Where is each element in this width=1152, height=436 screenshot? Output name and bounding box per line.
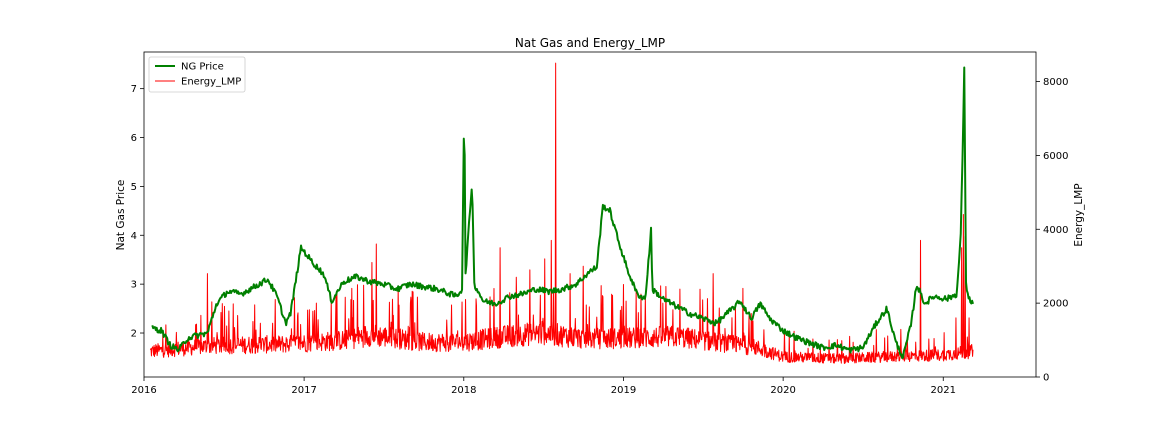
chart-title: Nat Gas and Energy_LMP	[515, 36, 665, 50]
x-tick-label: 2016	[131, 385, 156, 396]
x-tick-label: 2020	[770, 385, 795, 396]
y-right-tick-label: 4000	[1043, 225, 1068, 236]
y-axis-left-label: Nat Gas Price	[115, 180, 127, 251]
y-left-tick-label: 5	[131, 182, 137, 193]
plot-area	[149, 62, 974, 364]
series-line-energy-lmp	[149, 62, 974, 364]
y-axis-left: 2 3 4 5 6 7	[131, 84, 144, 340]
y-right-tick-label: 8000	[1043, 77, 1068, 88]
y-right-tick-label: 0	[1043, 373, 1049, 384]
y-left-tick-label: 7	[131, 84, 137, 95]
y-axis-right: 0 2000 4000 6000 8000	[1036, 77, 1068, 384]
y-left-tick-label: 6	[131, 133, 137, 144]
y-left-tick-label: 3	[131, 280, 137, 291]
x-tick-label: 2018	[451, 385, 476, 396]
y-right-tick-label: 2000	[1043, 299, 1068, 310]
legend: NG Price Energy_LMP	[148, 56, 246, 93]
x-tick-label: 2021	[931, 385, 956, 396]
y-left-tick-label: 4	[131, 231, 137, 242]
plot-frame	[143, 51, 1037, 378]
x-tick-label: 2017	[291, 385, 316, 396]
y-left-tick-label: 2	[131, 329, 137, 340]
legend-label-ng-price: NG Price	[181, 62, 224, 73]
x-tick-label: 2019	[611, 385, 636, 396]
x-axis: 2016 2017 2018 2019 2020 2021	[131, 377, 956, 396]
y-right-tick-label: 6000	[1043, 151, 1068, 162]
y-axis-right-label: Energy_LMP	[1073, 183, 1085, 246]
legend-label-energy-lmp: Energy_LMP	[181, 77, 241, 88]
series-line-ng-price	[151, 66, 974, 359]
